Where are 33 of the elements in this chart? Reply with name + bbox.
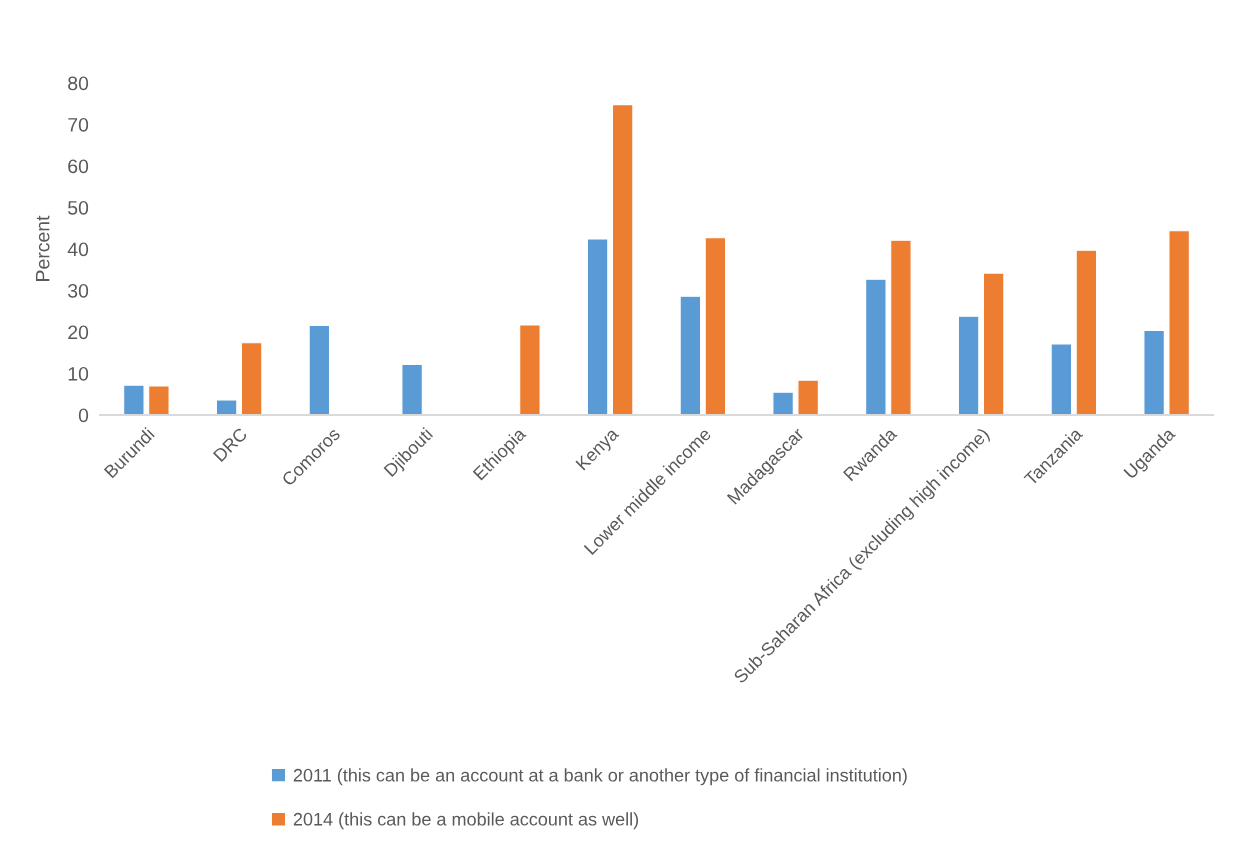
bar — [611, 104, 634, 415]
bar — [797, 379, 819, 415]
y-tick-label: 10 — [68, 366, 89, 381]
bar — [772, 391, 794, 415]
bar — [401, 363, 423, 415]
bar — [704, 237, 727, 415]
y-tick-label: 60 — [68, 159, 89, 174]
y-tick-label: 50 — [68, 200, 89, 215]
y-tick-label: 30 — [68, 283, 89, 298]
y-tick-label: 20 — [68, 325, 89, 340]
bar — [865, 278, 887, 415]
y-tick-label: 80 — [68, 76, 89, 91]
bar — [1168, 230, 1190, 415]
bar — [148, 385, 170, 415]
bar — [123, 384, 145, 415]
y-tick-label: 0 — [78, 408, 89, 423]
bar — [519, 324, 541, 415]
bar — [308, 324, 331, 415]
bar — [679, 295, 702, 415]
bar — [1143, 329, 1165, 415]
bar — [982, 272, 1005, 415]
bar — [586, 238, 609, 415]
bar — [240, 342, 263, 415]
legend-label: 2011 (this can be an account at a bank or another type of financial institution) — [293, 768, 907, 786]
bar — [890, 239, 912, 415]
y-tick-label: 40 — [67, 242, 89, 257]
bar — [957, 315, 980, 415]
bar — [215, 399, 238, 415]
bar — [1075, 249, 1098, 415]
bar — [1050, 343, 1073, 415]
legend-label: 2014 (this can be a mobile account as well) — [293, 812, 639, 830]
y-tick-label: 70 — [68, 117, 89, 132]
y-axis-title: Percent — [35, 215, 50, 281]
